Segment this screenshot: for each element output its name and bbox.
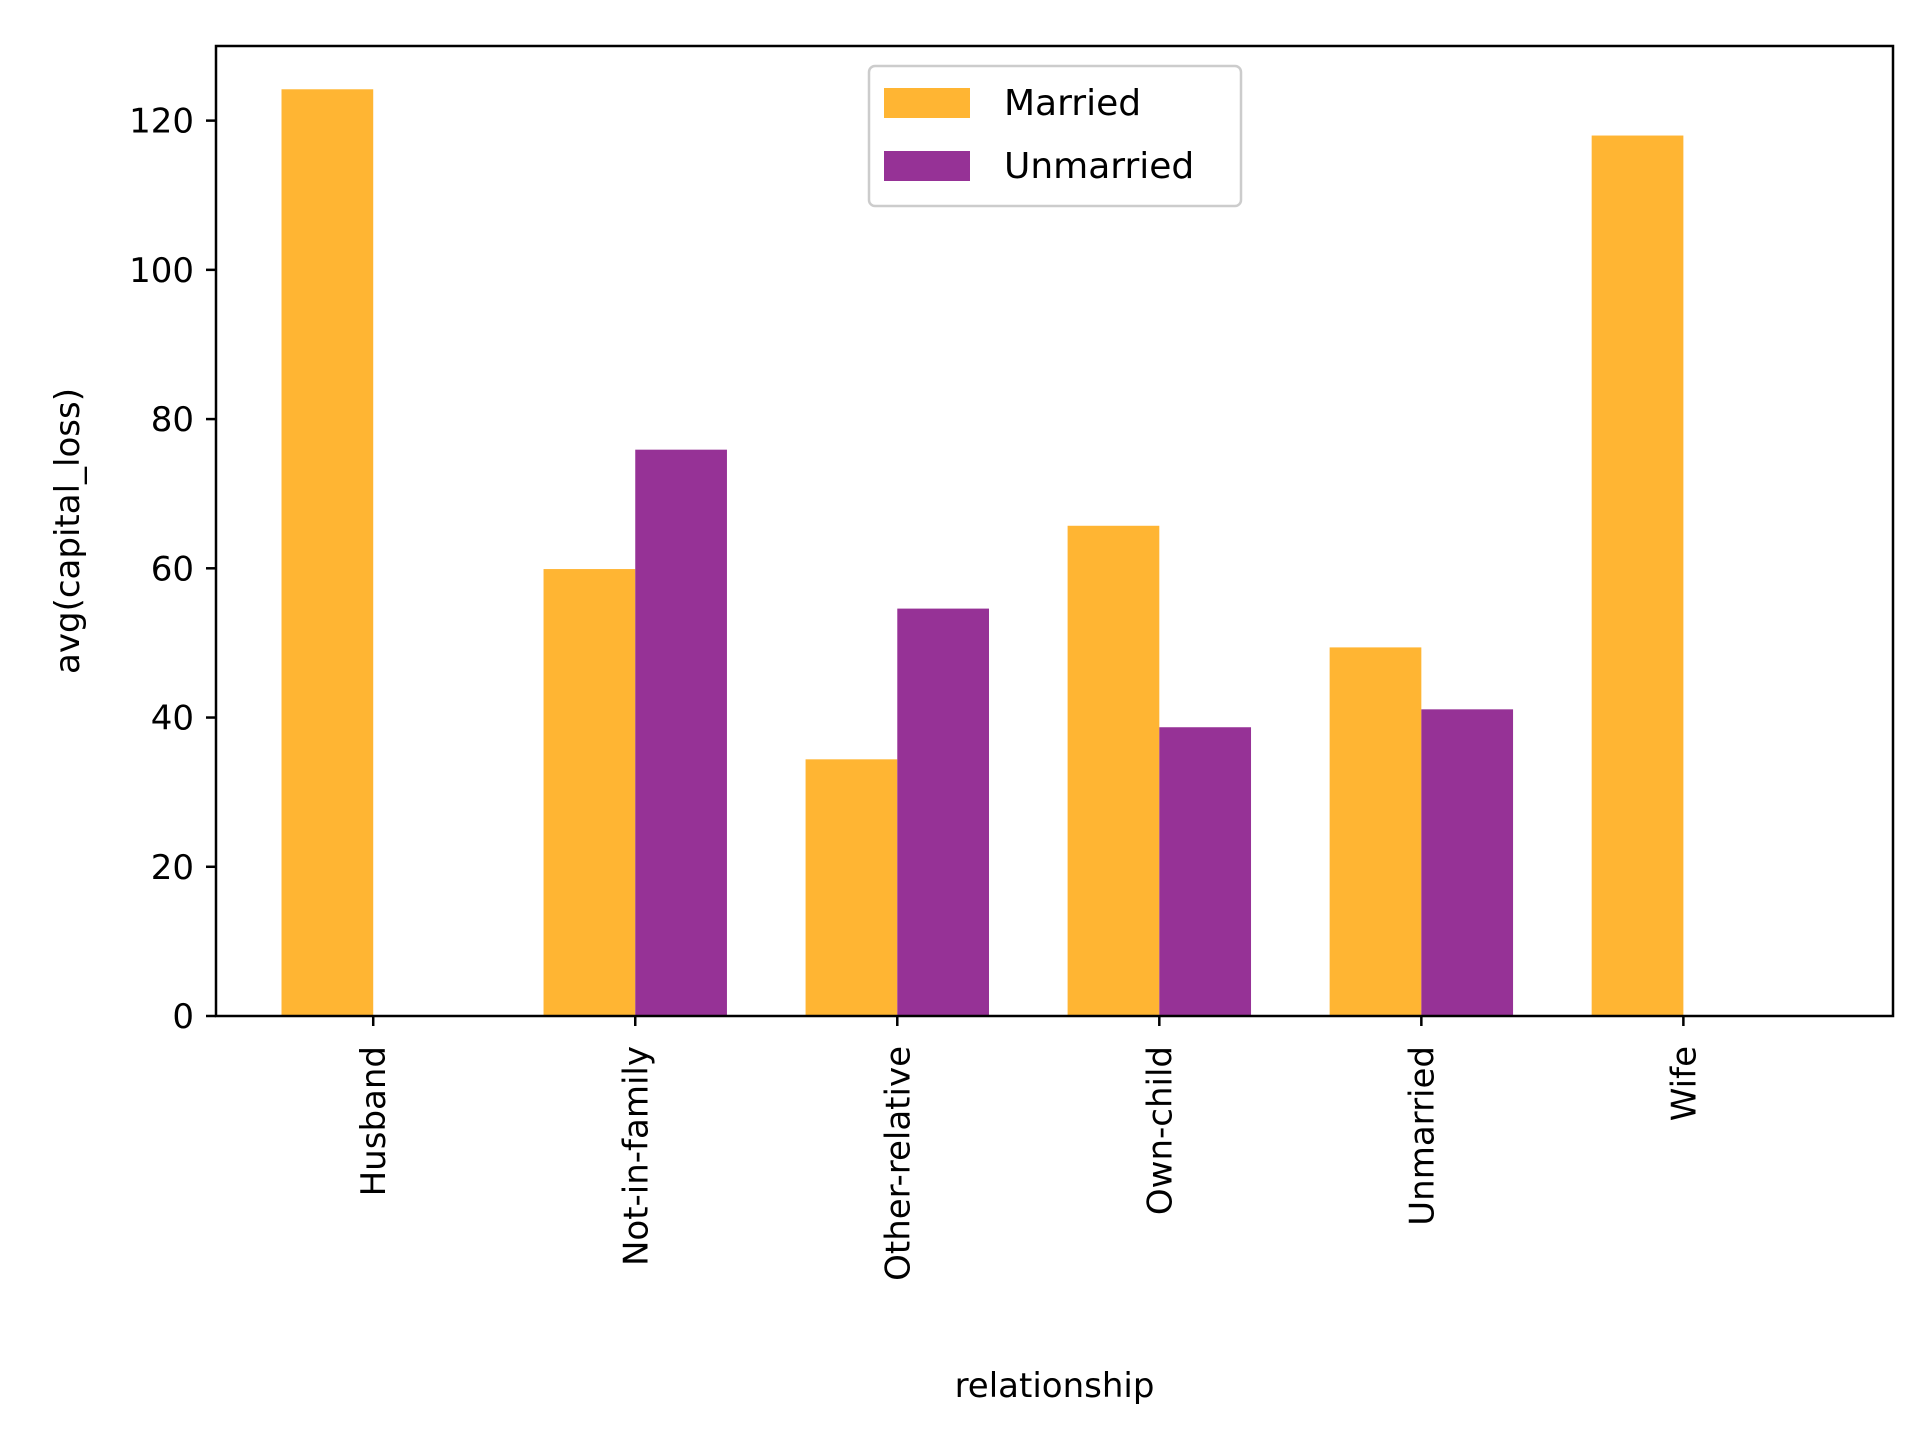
bar-unmarried-own-child <box>1159 727 1252 1016</box>
x-tick-label-wife: Wife <box>1664 1046 1704 1121</box>
x-tick-label-husband: Husband <box>354 1046 394 1196</box>
x-tick-label-other-relative: Other-relative <box>878 1046 918 1281</box>
legend-label-married: Married <box>1004 83 1141 124</box>
bar-married-husband <box>281 89 374 1017</box>
bar-unmarried-other-relative <box>897 608 989 1016</box>
y-axis: 0 20 40 60 80 100 120 <box>129 102 216 1037</box>
y-tick-label: 80 <box>151 400 194 440</box>
y-tick-label: 40 <box>151 699 194 739</box>
y-tick-label: 0 <box>172 997 194 1037</box>
x-tick-label-not-in-family: Not-in-family <box>616 1046 656 1266</box>
y-tick-label: 100 <box>129 251 194 291</box>
bar-married-own-child <box>1067 525 1160 1016</box>
bar-married-wife <box>1591 135 1684 1017</box>
x-tick-label-unmarried: Unmarried <box>1402 1046 1442 1226</box>
bar-married-not-in-family <box>543 569 636 1016</box>
y-axis-title: avg(capital_loss) <box>48 388 88 674</box>
bar-unmarried-not-in-family <box>635 449 727 1017</box>
bar-unmarried-unmarried <box>1421 709 1514 1016</box>
bar-married-unmarried <box>1329 647 1422 1016</box>
y-tick-label: 60 <box>151 549 194 589</box>
x-axis: Husband Not-in-family Other-relative Own-ch… <box>354 1016 1704 1281</box>
y-tick-label: 120 <box>129 102 194 142</box>
bars-layer <box>281 89 1684 1017</box>
plot-frame <box>214 44 1895 1018</box>
y-tick-label: 20 <box>151 848 194 888</box>
legend: Married Unmarried <box>867 64 1243 208</box>
legend-label-unmarried: Unmarried <box>1004 146 1194 187</box>
bar-married-other-relative <box>805 759 898 1016</box>
x-tick-label-own-child: Own-child <box>1140 1046 1180 1215</box>
legend-swatch-married <box>884 88 970 118</box>
legend-swatch-unmarried <box>884 151 970 181</box>
x-axis-title: relationship <box>955 1366 1155 1406</box>
